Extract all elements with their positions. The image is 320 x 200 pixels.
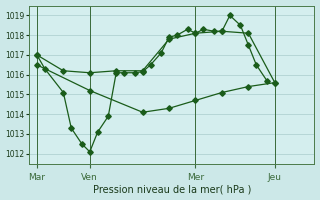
X-axis label: Pression niveau de la mer( hPa ): Pression niveau de la mer( hPa ) <box>92 184 251 194</box>
